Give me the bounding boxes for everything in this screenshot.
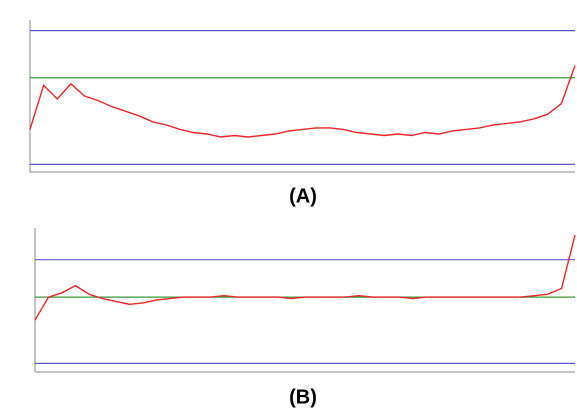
data-line [29,65,576,138]
panel-label: (A) [289,185,317,207]
panel-label: (B) [289,386,317,408]
data-line [34,235,576,321]
